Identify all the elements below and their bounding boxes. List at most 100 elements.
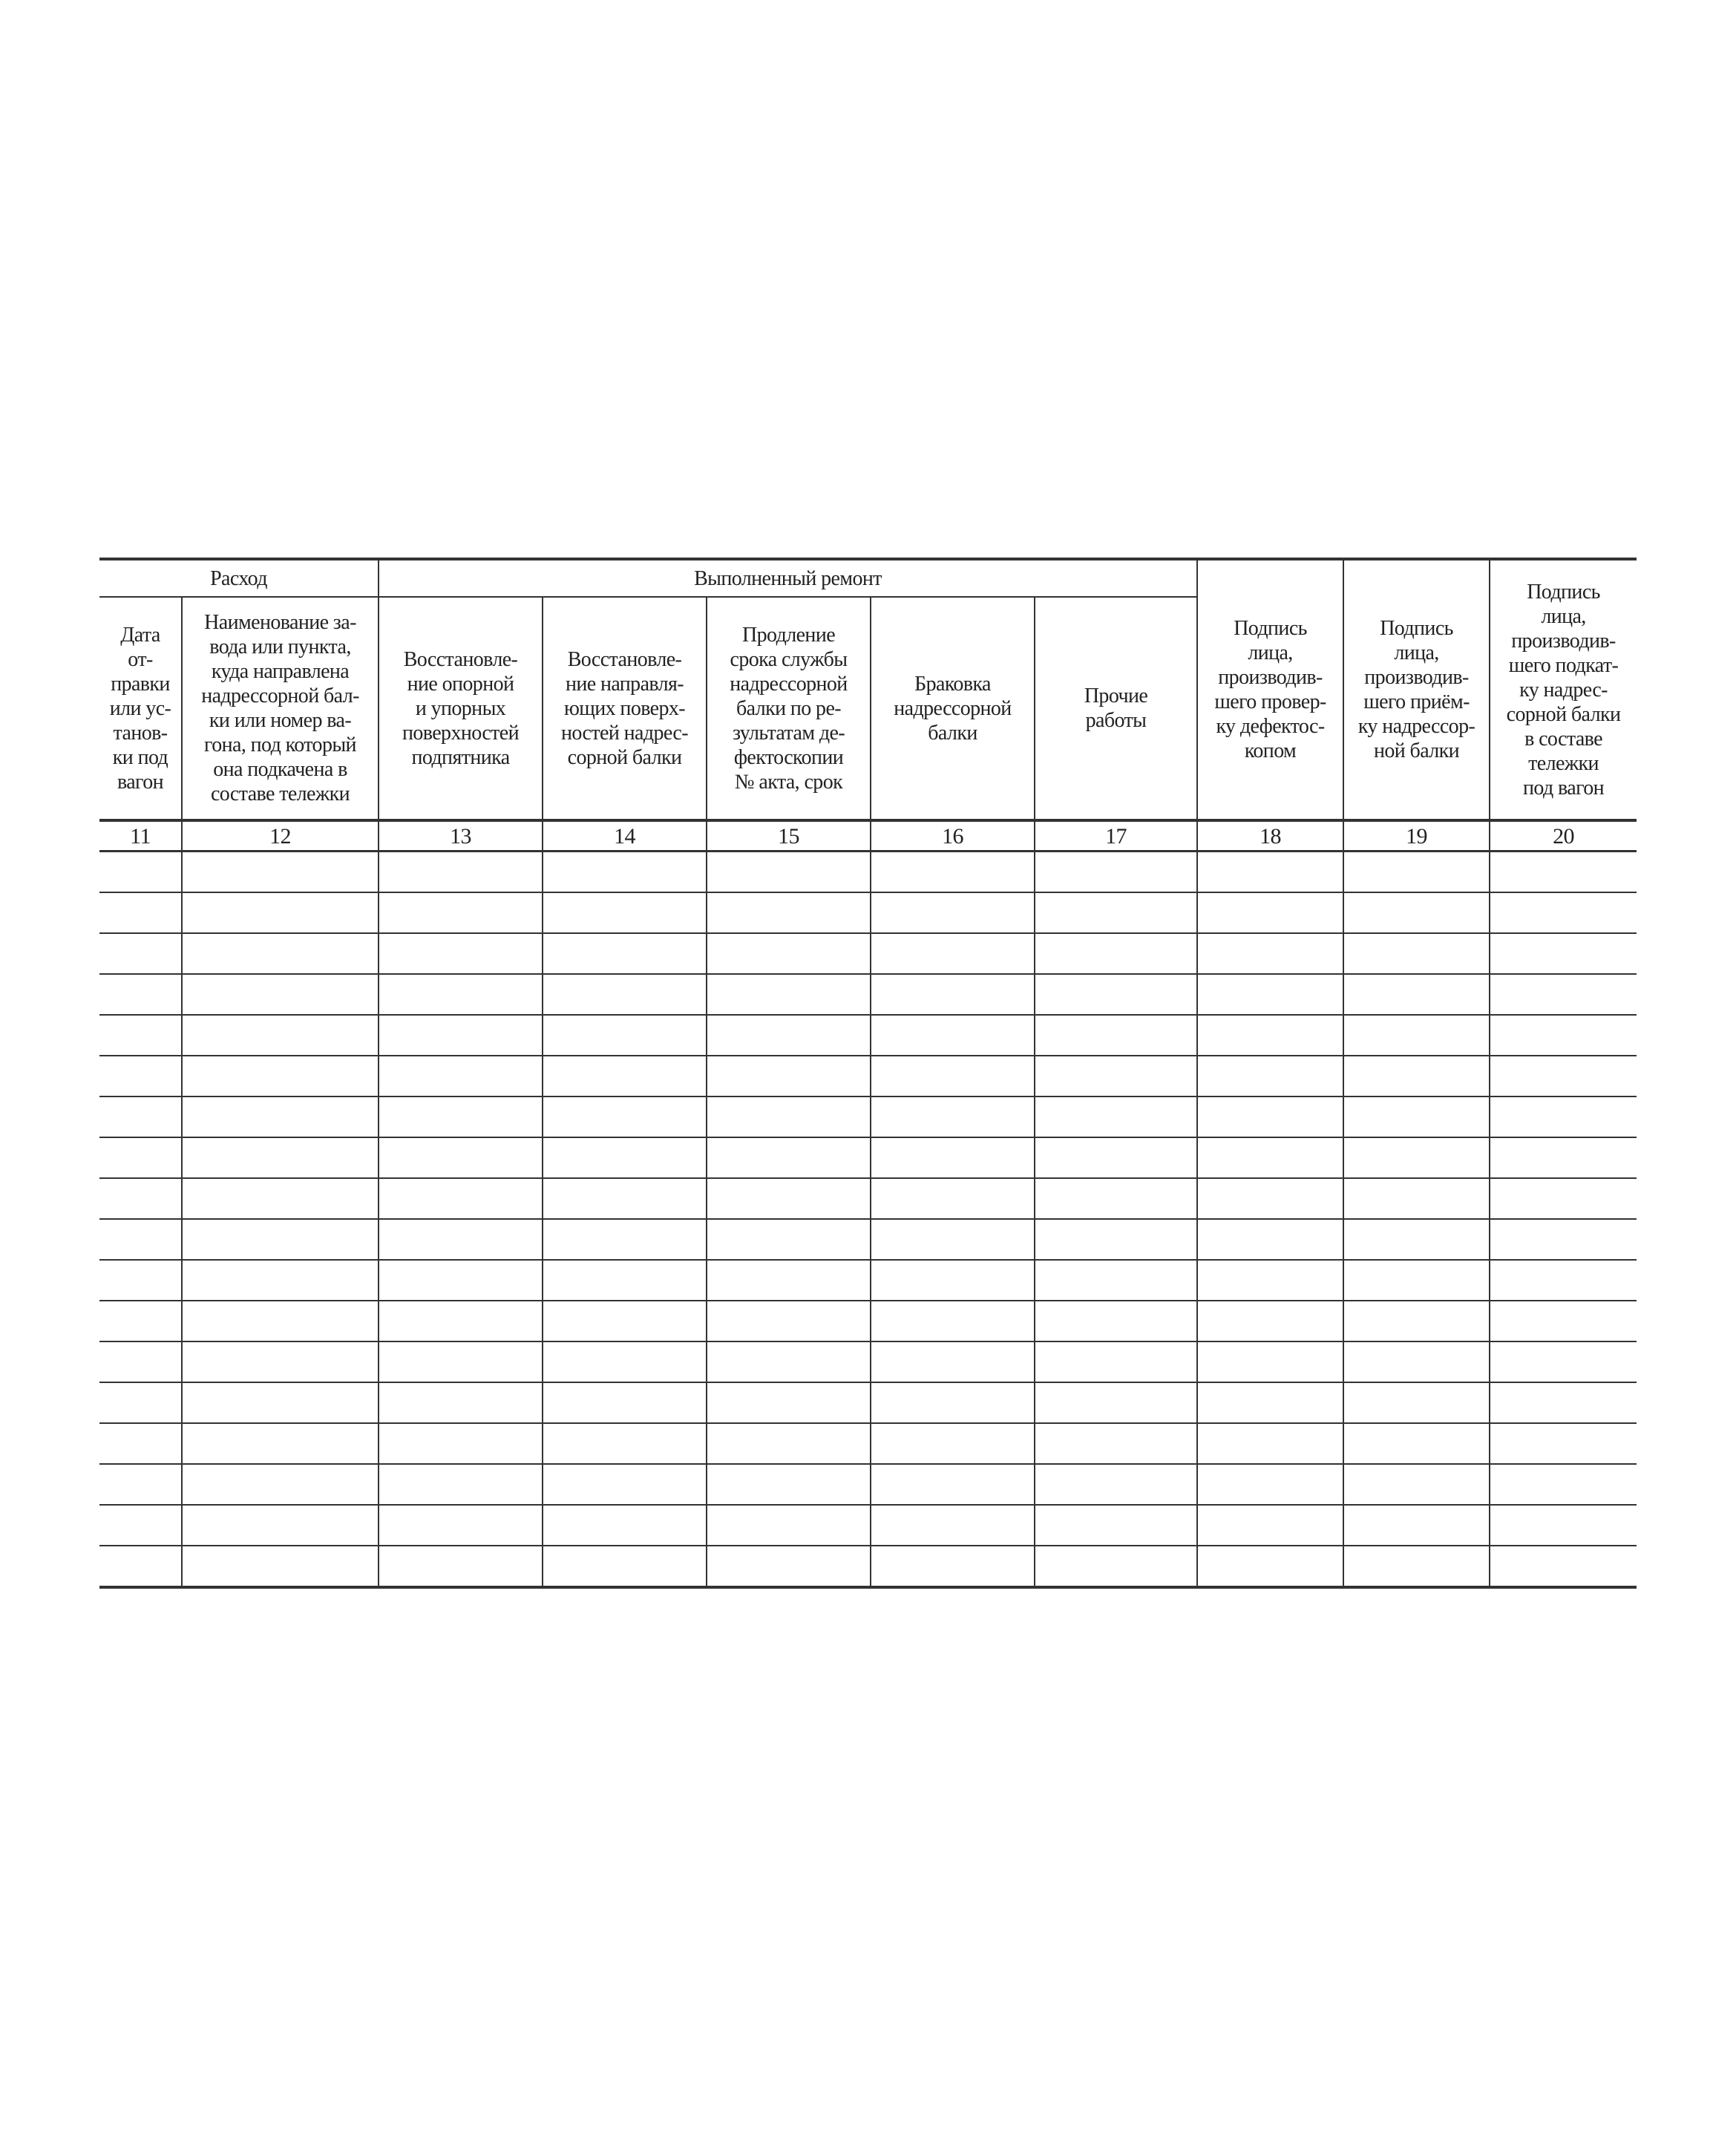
table-cell[interactable]	[181, 1259, 379, 1301]
table-cell[interactable]	[542, 892, 707, 934]
table-cell[interactable]	[1489, 850, 1637, 893]
table-cell[interactable]	[378, 1341, 543, 1383]
table-cell[interactable]	[1196, 973, 1345, 1016]
table-cell[interactable]	[1196, 932, 1345, 975]
table-cell[interactable]	[181, 1137, 379, 1179]
table-cell[interactable]	[1033, 1422, 1199, 1465]
table-cell[interactable]	[706, 1463, 871, 1506]
table-cell[interactable]	[99, 1259, 183, 1301]
table-cell[interactable]	[706, 1137, 871, 1179]
table-cell[interactable]	[1033, 850, 1199, 893]
table-cell[interactable]	[1343, 892, 1491, 934]
table-cell[interactable]	[378, 973, 543, 1016]
table-cell[interactable]	[181, 1382, 379, 1424]
table-cell[interactable]	[1196, 1504, 1345, 1546]
table-cell[interactable]	[1343, 1504, 1491, 1546]
table-cell[interactable]	[706, 1300, 871, 1342]
table-cell[interactable]	[706, 1177, 871, 1220]
table-cell[interactable]	[1033, 892, 1199, 934]
table-cell[interactable]	[378, 1177, 543, 1220]
table-cell[interactable]	[1033, 1300, 1199, 1342]
table-cell[interactable]	[378, 1014, 543, 1056]
table-cell[interactable]	[870, 1137, 1035, 1179]
table-cell[interactable]	[378, 892, 543, 934]
table-cell[interactable]	[1196, 850, 1345, 893]
table-cell[interactable]	[1489, 1422, 1637, 1465]
table-cell[interactable]	[99, 1341, 183, 1383]
table-cell[interactable]	[1343, 973, 1491, 1016]
table-cell[interactable]	[1343, 1177, 1491, 1220]
table-cell[interactable]	[870, 1096, 1035, 1138]
table-cell[interactable]	[542, 1504, 707, 1546]
table-cell[interactable]	[378, 1545, 543, 1589]
table-cell[interactable]	[1196, 1137, 1345, 1179]
table-cell[interactable]	[1489, 1300, 1637, 1342]
table-cell[interactable]	[706, 1504, 871, 1546]
table-cell[interactable]	[1033, 1177, 1199, 1220]
table-cell[interactable]	[870, 892, 1035, 934]
table-cell[interactable]	[542, 1096, 707, 1138]
table-cell[interactable]	[1343, 1545, 1491, 1589]
table-cell[interactable]	[706, 1382, 871, 1424]
table-cell[interactable]	[1033, 1014, 1199, 1056]
table-cell[interactable]	[1033, 1504, 1199, 1546]
table-cell[interactable]	[870, 1014, 1035, 1056]
table-cell[interactable]	[99, 1055, 183, 1097]
table-cell[interactable]	[706, 1545, 871, 1589]
table-cell[interactable]	[1489, 1504, 1637, 1546]
table-cell[interactable]	[1033, 1055, 1199, 1097]
table-cell[interactable]	[1489, 1014, 1637, 1056]
table-cell[interactable]	[870, 850, 1035, 893]
table-cell[interactable]	[378, 1096, 543, 1138]
table-cell[interactable]	[1196, 1382, 1345, 1424]
table-cell[interactable]	[378, 1259, 543, 1301]
table-cell[interactable]	[1196, 1177, 1345, 1220]
table-cell[interactable]	[1033, 1341, 1199, 1383]
table-cell[interactable]	[1489, 1137, 1637, 1179]
table-cell[interactable]	[1196, 1422, 1345, 1465]
table-cell[interactable]	[870, 1259, 1035, 1301]
table-cell[interactable]	[1196, 1463, 1345, 1506]
table-cell[interactable]	[1489, 1096, 1637, 1138]
table-cell[interactable]	[706, 1055, 871, 1097]
table-cell[interactable]	[181, 1177, 379, 1220]
table-cell[interactable]	[1343, 850, 1491, 893]
table-cell[interactable]	[1196, 1259, 1345, 1301]
table-cell[interactable]	[870, 932, 1035, 975]
table-cell[interactable]	[1489, 1545, 1637, 1589]
table-cell[interactable]	[542, 1422, 707, 1465]
table-cell[interactable]	[99, 1382, 183, 1424]
table-cell[interactable]	[1343, 932, 1491, 975]
table-cell[interactable]	[99, 1177, 183, 1220]
table-cell[interactable]	[542, 1014, 707, 1056]
table-cell[interactable]	[378, 1382, 543, 1424]
table-cell[interactable]	[1343, 1137, 1491, 1179]
table-cell[interactable]	[1343, 1341, 1491, 1383]
table-cell[interactable]	[870, 1218, 1035, 1261]
table-cell[interactable]	[870, 1463, 1035, 1506]
table-cell[interactable]	[1343, 1259, 1491, 1301]
table-cell[interactable]	[1033, 1463, 1199, 1506]
table-cell[interactable]	[181, 1055, 379, 1097]
table-cell[interactable]	[706, 850, 871, 893]
table-cell[interactable]	[99, 1463, 183, 1506]
table-cell[interactable]	[1489, 1341, 1637, 1383]
table-cell[interactable]	[1489, 932, 1637, 975]
table-cell[interactable]	[1033, 932, 1199, 975]
table-cell[interactable]	[99, 932, 183, 975]
table-cell[interactable]	[706, 1014, 871, 1056]
table-cell[interactable]	[1196, 1014, 1345, 1056]
table-cell[interactable]	[542, 932, 707, 975]
table-cell[interactable]	[99, 850, 183, 893]
table-cell[interactable]	[1343, 1055, 1491, 1097]
table-cell[interactable]	[1343, 1300, 1491, 1342]
table-cell[interactable]	[542, 973, 707, 1016]
table-cell[interactable]	[1489, 1259, 1637, 1301]
table-cell[interactable]	[378, 1137, 543, 1179]
table-cell[interactable]	[870, 1177, 1035, 1220]
table-cell[interactable]	[378, 932, 543, 975]
table-cell[interactable]	[542, 1463, 707, 1506]
table-cell[interactable]	[870, 1341, 1035, 1383]
table-cell[interactable]	[99, 1545, 183, 1589]
table-cell[interactable]	[181, 973, 379, 1016]
